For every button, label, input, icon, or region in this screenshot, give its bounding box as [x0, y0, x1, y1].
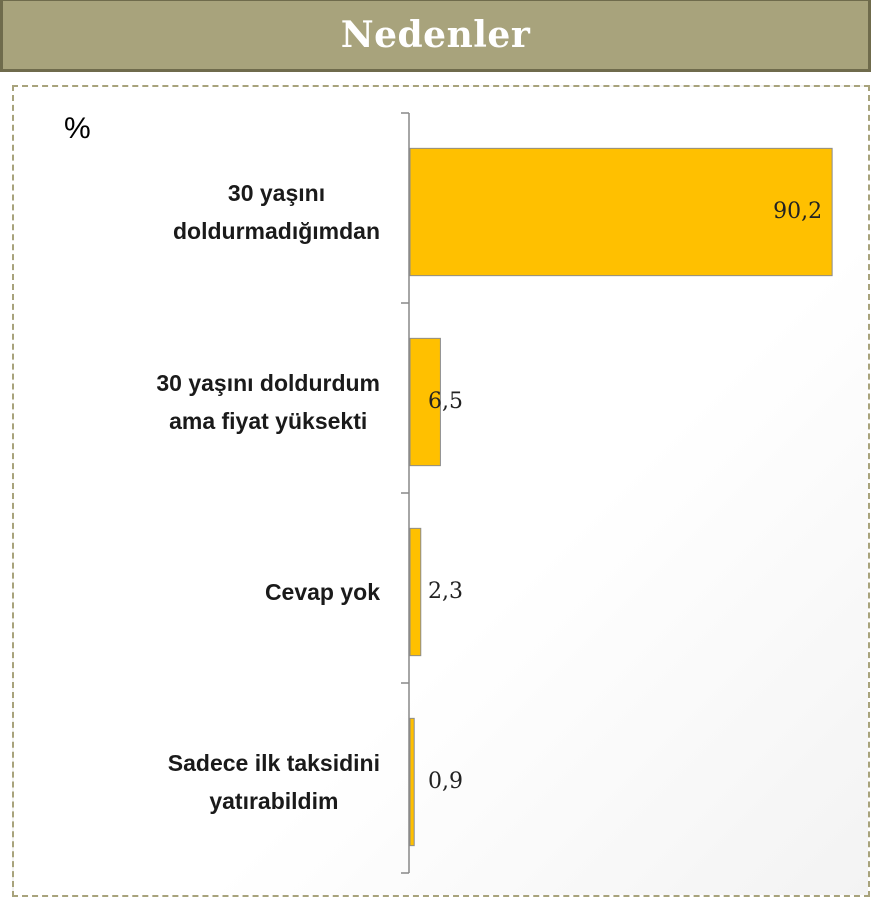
value-label: 90,2: [773, 199, 822, 224]
category-label: Sadece ilk taksidini yatırabildim: [167, 750, 380, 814]
bar: [409, 147, 833, 277]
category-label: 30 yaşını doldurmadığımdan: [173, 180, 380, 244]
value-label: 2,3: [428, 579, 463, 604]
category-label: Cevap yok: [264, 579, 380, 605]
bar: [409, 717, 415, 847]
header: Nedenler: [0, 0, 871, 72]
value-label: 0,9: [428, 769, 463, 794]
chart-title: Nedenler: [340, 14, 531, 56]
value-label: 6,5: [428, 389, 463, 414]
unit-label: %: [64, 112, 91, 145]
category-label: 30 yaşını doldurdum ama fiyat yüksekti: [156, 370, 380, 434]
bar: [409, 337, 441, 467]
bar: [409, 527, 422, 657]
